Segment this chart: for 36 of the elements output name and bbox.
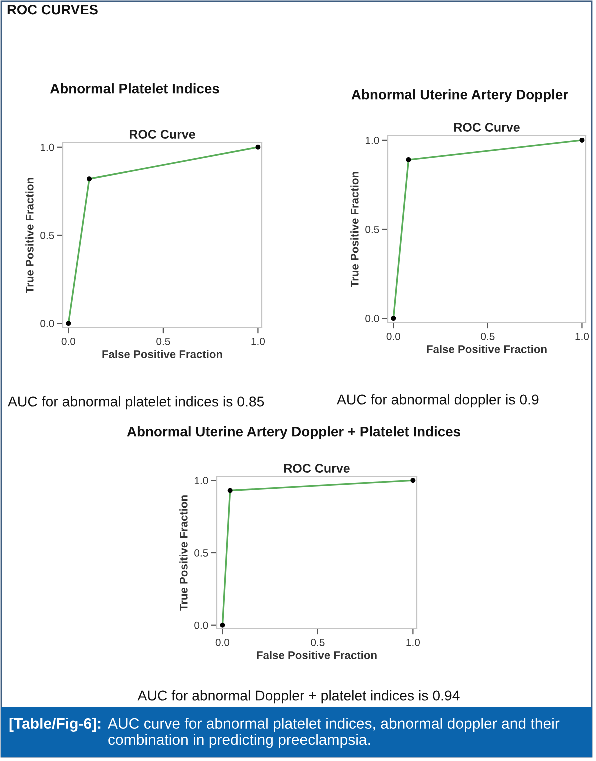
chart-subtitle: ROC Curve (454, 123, 520, 132)
chart-title: Abnormal Platelet Indices (50, 84, 220, 94)
y-axis-title: True Positive Fraction (180, 496, 188, 611)
y-tick-label: 0.0 (194, 622, 208, 630)
y-tick-label: 1.0 (194, 477, 208, 484)
text: AUC for abnormal doppler is 0.9 (337, 394, 539, 408)
y-tick-label: 0.5 (366, 226, 380, 234)
chart-subtitle: ROC Curve (130, 130, 196, 139)
y-tick-label: 0.0 (40, 320, 54, 328)
text: [Table/Fig-6]: (10, 718, 101, 732)
text: AUC curve for abnormal platelet indices, abnormal doppler and their combination in predicting preeclampsia. (108, 718, 560, 748)
x-tick-label: 1.0 (252, 338, 266, 346)
x-tick-label: 1.0 (406, 638, 420, 646)
y-axis-title: True Positive Fraction (26, 178, 34, 294)
y-tick-label: 0.5 (40, 232, 54, 240)
x-axis-title: False Positive Fraction (427, 345, 547, 354)
text: AUC for abnormal platelet indices is 0.85 (8, 396, 264, 410)
x-tick-label: 0.0 (216, 638, 230, 646)
y-tick-label: 0.5 (194, 550, 208, 557)
x-tick-label: 0.0 (386, 332, 400, 340)
x-tick-label: 0.5 (311, 638, 325, 646)
x-axis-title: False Positive Fraction (102, 350, 222, 358)
y-tick-label: 1.0 (40, 144, 54, 152)
text: ROC CURVES (8, 4, 98, 15)
x-tick-label: 0.0 (62, 338, 76, 346)
x-tick-label: 1.0 (576, 332, 590, 340)
x-tick-label: 0.5 (156, 338, 170, 346)
chart-title: Abnormal Uterine Artery Doppler + Platelet Indices (127, 426, 460, 440)
y-tick-label: 0.0 (366, 315, 380, 322)
y-axis-title: True Positive Fraction (350, 172, 359, 288)
y-tick-label: 1.0 (366, 136, 380, 144)
text: AUC for abnormal Doppler + platelet indices is 0.94 (138, 690, 460, 704)
chart-subtitle: ROC Curve (284, 464, 350, 473)
chart-title: Abnormal Uterine Artery Doppler (352, 90, 568, 102)
x-tick-label: 0.5 (481, 332, 495, 340)
x-axis-title: False Positive Fraction (257, 651, 377, 660)
